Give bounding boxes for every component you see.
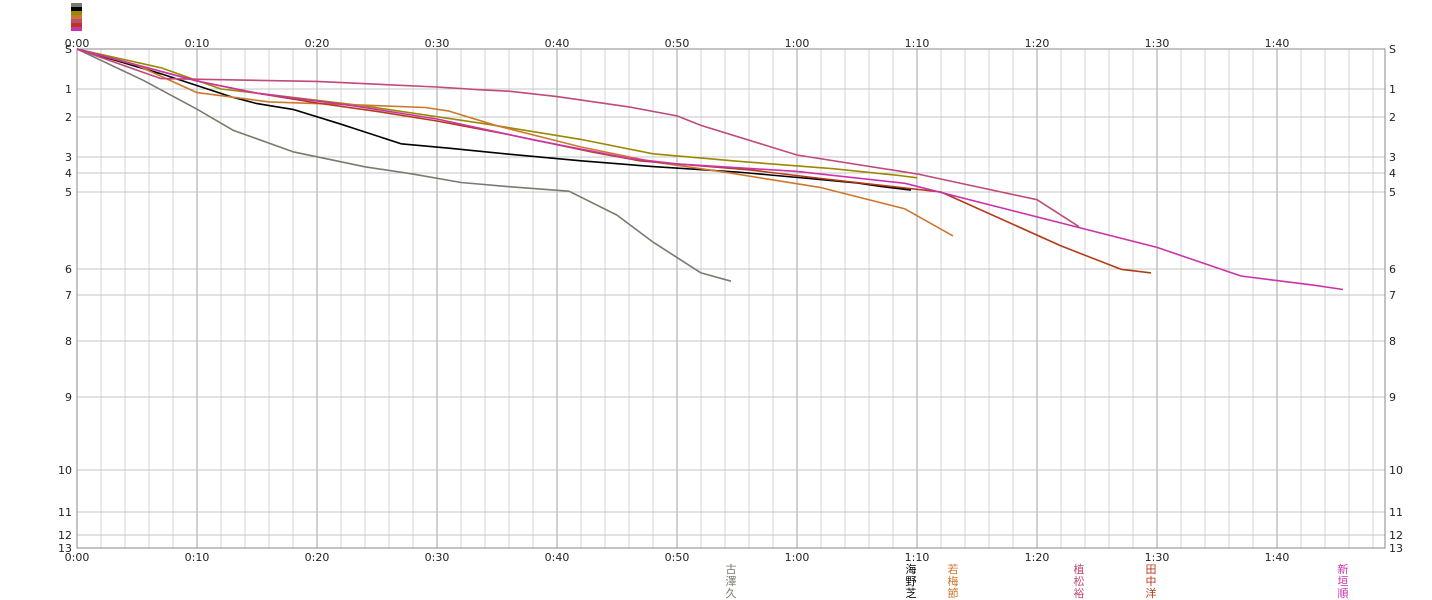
plot-frame [76,48,1386,549]
series-line [76,48,954,237]
x-tick-label-top: 0:20 [305,37,330,50]
runner-name-char: 節 [948,586,959,600]
runner-name-char: 裕 [1074,587,1085,600]
series-line [76,48,918,179]
start-marker [71,27,82,31]
x-tick-label-top: 1:20 [1025,37,1050,50]
runner-name-char: 若 [948,563,959,576]
runner-name-char: 澤 [726,575,737,588]
runner-name-char: 植 [1074,562,1085,576]
series-lines [76,48,1344,291]
runner-names: 古澤久 海野芝 若梅節 植松裕 田中洋 新垣順 [71,3,1349,600]
runner-name-char: 古 [726,563,737,576]
x-tick-label-top: 1:40 [1265,37,1290,50]
runner-name-char: 海 [906,562,917,576]
y-tick-label-right: 11 [1389,506,1403,519]
y-tick-label-right: 1 [1389,83,1396,96]
x-tick-label-bottom: 0:30 [425,551,450,564]
y-tick-label-right: 5 [1389,186,1396,199]
y-tick-label-left: S [65,43,72,56]
y-tick-label-right: 3 [1389,151,1396,164]
x-tick-label-bottom: 0:10 [185,551,210,564]
y-tick-label-left: 12 [58,529,72,542]
runner-name-char: 松 [1074,574,1085,588]
x-tick-label-bottom: 1:00 [785,551,810,564]
y-tick-label-left: 1 [65,83,72,96]
y-tick-label-left: 4 [65,167,72,180]
y-tick-label-right: 9 [1389,391,1396,404]
y-tick-label-left: 13 [58,542,72,555]
x-tick-label-bottom: 1:40 [1265,551,1290,564]
runner-name-char: 中 [1146,575,1157,588]
x-tick-label-bottom: 0:40 [545,551,570,564]
x-tick-label-bottom: 1:30 [1145,551,1170,564]
y-tick-label-left: 10 [58,464,72,477]
x-tick-label-bottom: 0:00 [65,551,90,564]
y-tick-label-right: 10 [1389,464,1403,477]
y-tick-label-right: 2 [1389,111,1396,124]
series-line [76,48,912,191]
y-tick-label-left: 11 [58,506,72,519]
start-marker [71,7,82,11]
x-tick-label-top: 1:10 [905,37,930,50]
x-tick-label-top: 1:00 [785,37,810,50]
x-tick-label-bottom: 1:10 [905,551,930,564]
y-tick-label-right: 7 [1389,289,1396,302]
y-tick-label-right: 13 [1389,542,1403,555]
x-tick-label-top: 0:10 [185,37,210,50]
runner-name-char: 梅 [948,574,959,588]
x-tick-label-top: 0:00 [65,37,90,50]
x-tick-label-bottom: 0:50 [665,551,690,564]
x-tick-label-bottom: 0:20 [305,551,330,564]
y-tick-label-left: 7 [65,289,72,302]
series-line [76,48,1152,274]
series-line [76,48,1344,291]
plot-border [76,48,1386,549]
runner-name-char: 芝 [906,587,917,600]
x-tick-label-top: 0:40 [545,37,570,50]
y-tick-label-right: S [1389,43,1396,56]
y-tick-label-left: 2 [65,111,72,124]
y-tick-label-right: 12 [1389,529,1403,542]
x-tick-label-bottom: 1:20 [1025,551,1050,564]
x-tick-label-top: 1:30 [1145,37,1170,50]
runner-name-char: 洋 [1146,586,1157,600]
start-marker [71,11,82,15]
start-marker [71,19,82,23]
runner-name-char: 垣 [1338,575,1349,588]
y-tick-label-right: 8 [1389,335,1396,348]
y-tick-label-left: 9 [65,391,72,404]
runner-name-char: 順 [1338,587,1349,600]
runner-name-char: 田 [1146,563,1157,576]
grid [76,48,1385,549]
start-marker [71,15,82,19]
series-line [76,48,732,282]
x-tick-label-top: 0:30 [425,37,450,50]
runner-name-char: 野 [906,575,917,588]
start-marker [71,23,82,27]
series-line [76,48,1080,228]
y-tick-label-left: 8 [65,335,72,348]
y-tick-label-right: 6 [1389,263,1396,276]
y-tick-label-left: 6 [65,263,72,276]
x-tick-label-top: 0:50 [665,37,690,50]
y-tick-label-left: 5 [65,186,72,199]
runner-name-char: 久 [726,587,737,600]
axis-ticks: 0:00 0:00 0:10 0:10 0:20 0:20 0:30 0:30 0:40 0:40… [58,37,1403,564]
y-tick-label-left: 3 [65,151,72,164]
start-marker [71,3,82,7]
runner-name-char: 新 [1338,562,1349,576]
y-tick-label-right: 4 [1389,167,1396,180]
